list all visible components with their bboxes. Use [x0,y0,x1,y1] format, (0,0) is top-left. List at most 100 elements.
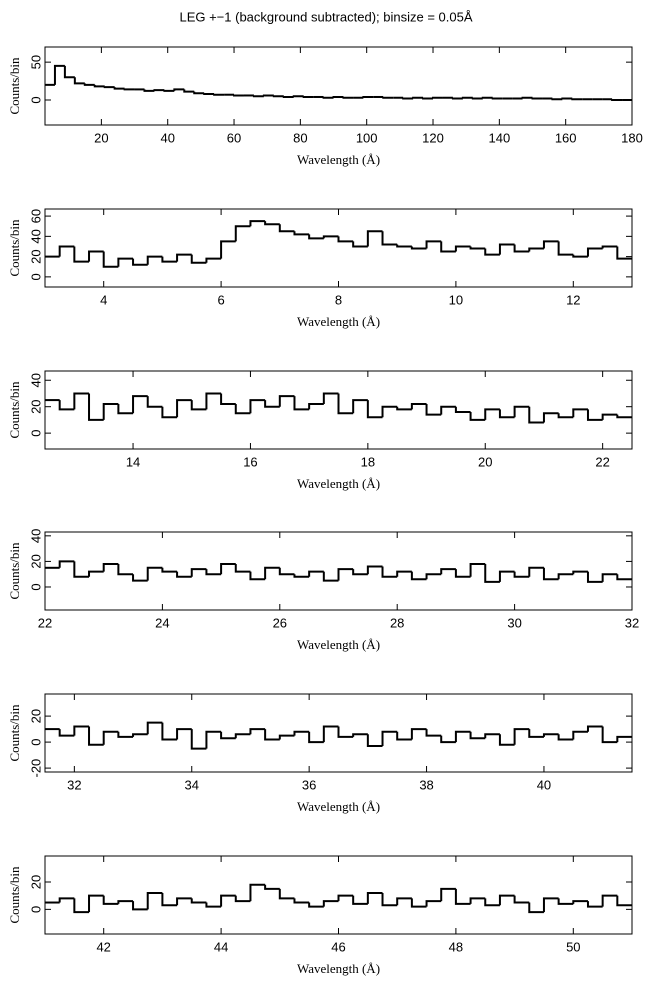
histogram-step [249,220,266,227]
histogram-step [102,730,119,745]
histogram-step [469,246,486,250]
histogram-step [132,901,148,911]
y-tick-label: 0 [28,430,43,437]
histogram-step [557,734,574,741]
histogram-step [163,89,175,92]
histogram-step [528,729,544,738]
plot-area [45,392,632,424]
histogram-step [586,571,603,583]
histogram-step [308,902,324,908]
histogram-step [322,571,339,582]
y-axis-label: Counts/bin [7,866,22,924]
histogram-step [176,728,192,740]
histogram-step [278,567,295,576]
x-tick-label: 16 [243,454,257,469]
x-axis-label: Wavelength (Å) [297,637,380,652]
histogram-step [601,245,618,249]
x-tick-label: 38 [419,777,433,792]
histogram-step [381,231,398,246]
histogram-step [293,396,310,411]
x-tick-label: 28 [390,615,404,630]
histogram-step [425,573,442,580]
x-tick-label: 22 [38,615,52,630]
histogram-step [396,244,412,248]
histogram-step [173,88,185,91]
histogram-step [572,730,588,740]
histogram-step [190,729,207,750]
histogram-step [337,894,354,902]
histogram-step [352,399,368,414]
histogram-step [561,97,573,100]
histogram-step [616,895,632,907]
histogram-step [396,897,412,906]
histogram-step [176,253,192,262]
histogram-step [161,722,178,741]
histogram-step [132,258,148,266]
histogram-step [601,413,618,420]
histogram-step [454,569,471,578]
histogram-step [586,247,603,257]
histogram-step [572,408,588,418]
histogram-step [425,240,442,249]
histogram-step [586,901,603,908]
histogram-step [461,96,473,99]
histogram-step [528,902,544,914]
histogram-step [531,97,543,100]
y-axis-label: Counts/bin [7,57,22,115]
plot-area [45,721,632,750]
plot-area [45,560,632,583]
histogram-step [249,571,266,581]
histogram-step [264,400,280,408]
histogram-step [322,392,339,405]
histogram-step [308,731,324,744]
histogram-step [220,393,236,406]
histogram-step [308,403,324,410]
histogram-step [233,94,244,97]
histogram-step [176,897,192,906]
histogram-step [153,89,165,92]
histogram-step [293,231,310,236]
histogram-step [521,96,533,99]
histogram-step [498,734,515,746]
histogram-step [366,891,383,904]
x-tick-label: 80 [293,130,307,145]
histogram-step [352,733,368,737]
histogram-step [557,413,574,419]
histogram-step [557,241,574,256]
y-tick-label: 0 [28,96,43,103]
histogram-step [234,895,251,903]
histogram-step [616,414,632,419]
y-tick-label: 40 [28,229,43,243]
histogram-step [362,95,374,98]
histogram-step [102,895,119,905]
histogram-step [58,560,75,568]
histogram-step [337,393,354,415]
histogram-step [205,392,222,410]
histogram-step [382,96,394,99]
histogram-step [278,888,295,900]
histogram-step [203,92,215,95]
histogram-step [396,570,412,577]
histogram-step [278,224,295,233]
histogram-step [102,562,119,572]
histogram-step [454,730,471,743]
histogram-step [528,406,544,424]
histogram-step [471,97,483,100]
histogram-step [352,241,368,248]
histogram-step [213,93,225,96]
histogram-step [83,83,95,86]
histogram-step [161,567,178,573]
histogram-step [410,571,427,581]
y-tick-label: 0 [28,906,43,913]
histogram-step [220,240,236,259]
histogram-step [484,248,500,256]
histogram-step [103,86,115,89]
x-tick-label: 36 [302,777,316,792]
histogram-step [220,562,236,575]
histogram-step [322,235,339,239]
x-tick-label: 120 [422,130,444,145]
histogram-step [402,97,414,100]
histogram-step [278,734,295,740]
histogram-step [161,892,178,907]
